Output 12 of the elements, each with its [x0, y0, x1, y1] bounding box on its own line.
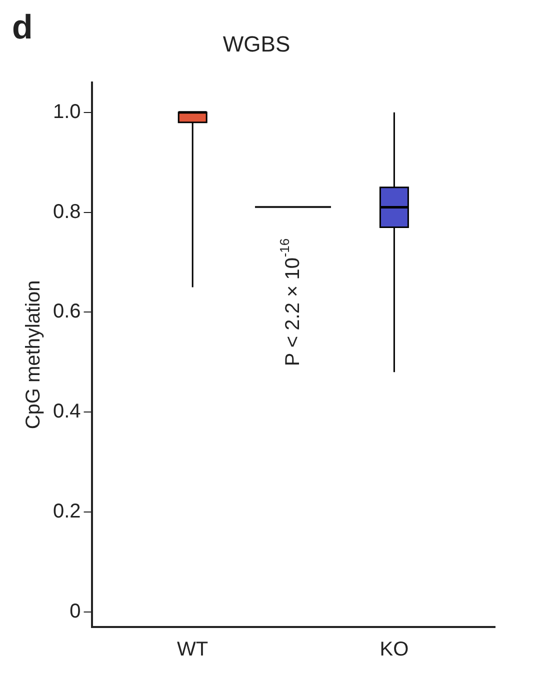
x-tick-label: WT: [177, 638, 208, 661]
y-tick-label: 0.4: [52, 400, 81, 423]
y-tick-label: 0: [70, 600, 81, 623]
chart-title: WGBS: [222, 31, 290, 56]
y-tick-label: 0.6: [52, 300, 81, 323]
y-tick-label: 0.2: [52, 500, 81, 523]
text: d: [12, 8, 33, 46]
annotation: P < 2.2 × 10-16: [276, 238, 304, 366]
x-tick-label: KO: [380, 638, 409, 661]
y-tick-label: 1.0: [52, 100, 81, 123]
y-tick-label: 0.8: [52, 200, 81, 223]
y-axis-title: CpG methylation: [22, 280, 45, 430]
